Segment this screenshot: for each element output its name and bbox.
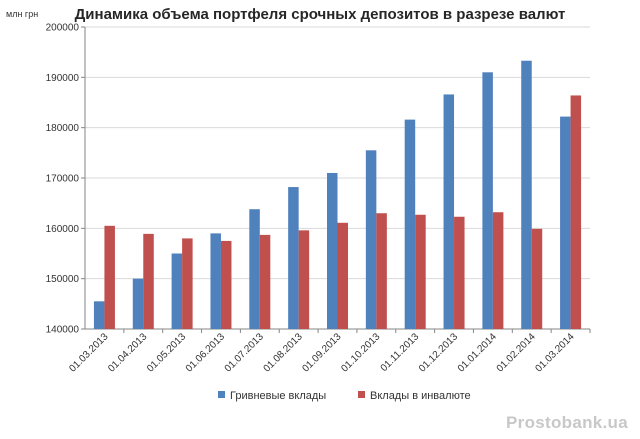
x-tick-label: 01.11.2013: [379, 331, 422, 374]
bar-fx-01.04.2013: [143, 233, 154, 329]
bar-uah-01.10.2013: [365, 150, 377, 329]
x-tick-label: 01.02.2014: [495, 331, 538, 374]
bar-uah-01.02.2014: [521, 60, 532, 330]
bar-uah-01.06.2013: [210, 233, 221, 329]
y-tick-label: 200000: [46, 23, 80, 34]
bar-fx-01.03.2014: [570, 95, 582, 329]
bar-fx-01.05.2013: [182, 238, 193, 329]
bar-fx-01.09.2013: [337, 222, 348, 329]
x-tick-label: 01.03.2013: [67, 331, 110, 374]
y-tick-label: 170000: [46, 174, 80, 185]
bar-fx-01.01.2014: [492, 212, 504, 329]
y-tick-label: 180000: [46, 123, 80, 134]
x-tick-label: 01.09.2013: [300, 331, 343, 374]
chart-title: Динамика объема портфеля срочных депозит…: [74, 6, 566, 23]
bar-uah-01.11.2013: [404, 119, 416, 329]
watermark: Prostobank.ua: [506, 413, 628, 432]
y-tick-label: 160000: [46, 224, 80, 235]
bar-uah-01.01.2014: [482, 72, 493, 330]
bar-uah-01.04.2013: [132, 278, 144, 329]
x-tick-label: 01.07.2013: [223, 331, 266, 374]
x-tick-label: 01.08.2013: [262, 331, 305, 374]
x-tick-label: 01.03.2014: [534, 331, 577, 374]
y-axis-unit-label: млн грн: [6, 9, 39, 19]
bar-uah-01.12.2013: [443, 94, 455, 330]
bar-fx-01.06.2013: [220, 240, 232, 329]
x-tick-label: 01.10.2013: [339, 331, 382, 374]
x-tick-label: 01.05.2013: [145, 331, 188, 374]
bar-fx-01.02.2014: [531, 228, 543, 329]
legend-swatch: [218, 391, 225, 398]
bar-uah-01.05.2013: [171, 253, 183, 329]
bar-uah-01.03.2014: [560, 116, 571, 330]
legend-swatch: [358, 391, 365, 398]
bar-fx-01.10.2013: [376, 213, 387, 329]
bar-fx-01.03.2013: [104, 225, 115, 329]
bar-uah-01.08.2013: [288, 187, 299, 329]
y-tick-label: 150000: [46, 274, 80, 285]
bar-uah-01.07.2013: [249, 209, 260, 329]
x-tick-label: 01.04.2013: [106, 331, 149, 374]
bar-fx-01.12.2013: [454, 216, 465, 329]
y-tick-label: 140000: [46, 325, 80, 336]
bar-fx-01.08.2013: [298, 230, 310, 329]
x-tick-label: 01.06.2013: [184, 331, 227, 374]
y-tick-label: 190000: [46, 73, 80, 84]
bar-fx-01.07.2013: [259, 234, 271, 329]
bar-uah-01.03.2013: [93, 301, 105, 329]
bar-uah-01.09.2013: [327, 172, 338, 329]
x-tick-label: 01.01.2014: [456, 331, 499, 374]
bar-fx-01.11.2013: [415, 214, 426, 329]
x-tick-label: 01.12.2013: [417, 331, 460, 374]
legend-label: Гривневые вклады: [230, 390, 326, 402]
legend-label: Вклады в инвалюте: [370, 390, 471, 402]
